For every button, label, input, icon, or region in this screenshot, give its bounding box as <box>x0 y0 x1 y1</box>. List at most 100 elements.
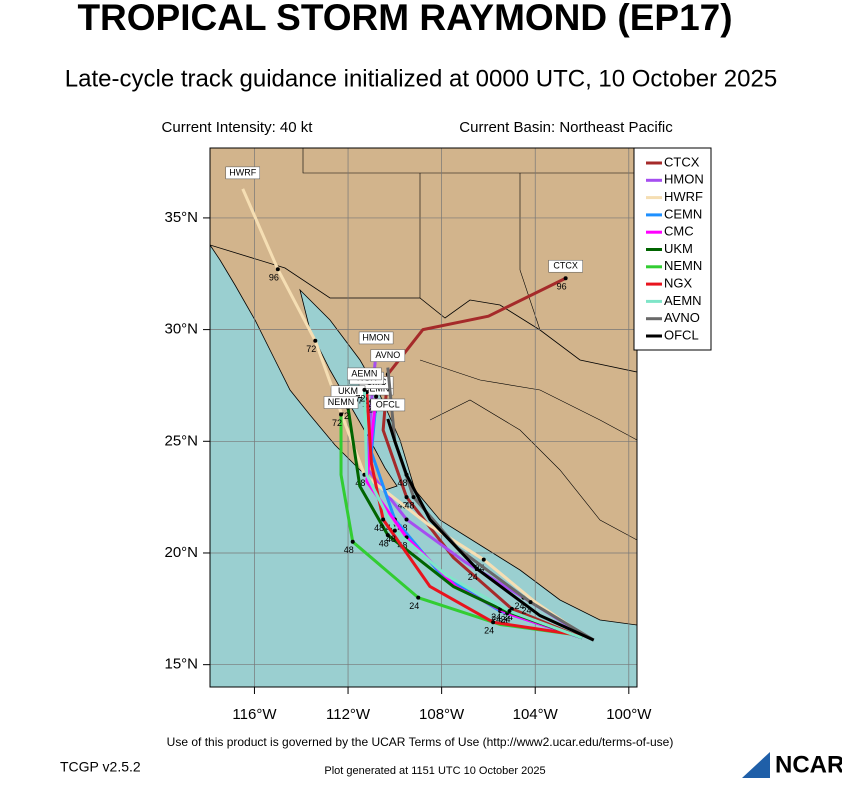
track-end-box <box>347 367 382 381</box>
track-point <box>416 595 421 600</box>
track-point <box>563 276 568 281</box>
track-point <box>404 472 409 477</box>
hour-label: 72 <box>339 411 349 421</box>
y-tick-label: 15°N <box>164 656 198 673</box>
intensity: Current Intensity: 40 kt <box>162 119 314 136</box>
track-end-label: OFCL <box>376 399 400 409</box>
hour-label: 24 <box>491 614 501 624</box>
y-tick-label: 30°N <box>164 321 198 338</box>
x-tick-label: 112°W <box>326 706 371 723</box>
hour-label: 48 <box>344 545 354 555</box>
logo-mark <box>742 752 770 778</box>
track-end-box <box>548 259 583 273</box>
legend-label: UKM <box>664 241 693 256</box>
track-end-box <box>370 349 406 362</box>
hour-label: 24 <box>498 617 508 627</box>
track-end-label: AVNO <box>375 350 400 360</box>
track-point <box>275 267 280 272</box>
hour-label: 48 <box>405 501 415 511</box>
hour-label: 24 <box>515 601 525 611</box>
y-tick-label: 20°N <box>164 544 198 561</box>
track-point <box>374 394 379 399</box>
track-end-box <box>358 331 394 345</box>
hour-label: 72 <box>358 396 368 406</box>
hour-label: 24 <box>409 601 419 611</box>
basin: Current Basin: Northeast Pacific <box>459 119 673 136</box>
track-point <box>474 566 479 571</box>
hour-label: 24 <box>468 572 478 582</box>
track-point <box>481 557 486 562</box>
hour-label: 24 <box>503 612 513 622</box>
track-point <box>507 609 512 614</box>
track-end-box <box>323 396 359 409</box>
legend-label: HWRF <box>664 189 703 204</box>
x-tick-label: 116°W <box>232 706 277 723</box>
terms: Use of this product is governed by the U… <box>167 735 674 749</box>
x-tick-label: 108°W <box>419 706 465 723</box>
track-point <box>385 533 390 538</box>
track-point <box>381 517 386 522</box>
track-point <box>411 495 416 500</box>
hour-label: 72 <box>306 344 316 354</box>
hour-label: 48 <box>398 478 408 488</box>
border <box>419 359 637 441</box>
track-point <box>339 412 344 417</box>
y-tick-label: 35°N <box>164 209 198 226</box>
track-point <box>528 600 533 605</box>
hour-label: 96 <box>557 282 567 292</box>
hour-label: 24 <box>491 612 501 622</box>
legend-label: CMC <box>664 224 694 239</box>
land <box>210 148 637 626</box>
legend-label: NGX <box>664 276 693 291</box>
hour-label: 24 <box>522 605 532 615</box>
frame <box>209 147 638 688</box>
track-end-label: CTCX <box>553 261 578 271</box>
hour-label: 48 <box>386 534 396 544</box>
hour-label: 24 <box>484 626 494 636</box>
legend-label: CEMN <box>664 206 702 221</box>
legend-label: AEMN <box>664 293 702 308</box>
hour-label: 72 <box>332 418 342 428</box>
x-tick-label: 104°W <box>513 706 559 723</box>
border <box>519 173 541 331</box>
track <box>386 418 595 642</box>
map-area: 24 48 72 96 CTCX 24 48 72 HMON 24 48 72 96 HWRF 24 48 72… <box>210 148 637 687</box>
track <box>365 392 583 638</box>
track <box>386 367 595 642</box>
y-tick-label: 25°N <box>164 432 198 449</box>
track-point <box>350 539 355 544</box>
track-end-label: UKM <box>338 386 358 396</box>
hour-label: 72 <box>355 393 365 403</box>
legend-label: NEMN <box>664 258 702 273</box>
title: TROPICAL STORM RAYMOND (EP17) <box>77 0 732 38</box>
track-point <box>313 338 318 343</box>
track-point <box>404 517 409 522</box>
track <box>381 276 583 640</box>
track-point <box>362 387 367 392</box>
track-end-label: NEMN <box>328 397 355 407</box>
border <box>429 399 637 541</box>
hour-label: 48 <box>386 523 396 533</box>
hour-label: 24 <box>475 563 485 573</box>
track-end-label: HWRF <box>229 167 256 177</box>
version: TCGP v2.5.2 <box>60 759 141 775</box>
track-point <box>491 620 496 625</box>
x-tick-label: 100°W <box>606 706 652 723</box>
track-end-box <box>370 398 406 412</box>
legend-label: OFCL <box>664 327 699 342</box>
border <box>302 148 637 174</box>
subtitle: Late-cycle track guidance initialized at… <box>65 65 777 92</box>
track <box>362 389 583 640</box>
track-end-box <box>225 166 261 180</box>
generated: Plot generated at 1151 UTC 10 October 20… <box>324 765 545 777</box>
logo: NCAR <box>775 751 842 778</box>
hour-label: 24 <box>500 614 510 624</box>
legend-label: HMON <box>664 172 704 187</box>
legend-label: CTCX <box>664 154 700 169</box>
track-point <box>392 528 397 533</box>
track-point <box>404 495 409 500</box>
border <box>210 244 637 373</box>
hour-label: 96 <box>269 273 279 283</box>
